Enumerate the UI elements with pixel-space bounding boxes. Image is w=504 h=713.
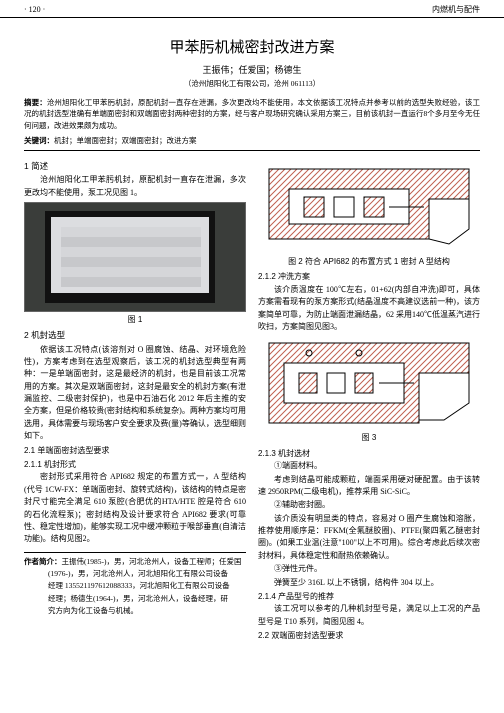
section-2-2: 2.2 双端面密封选型要求 bbox=[258, 630, 480, 642]
section-1: 1 简述 bbox=[24, 160, 246, 173]
authors: 王振伟；任爱国；杨德生 bbox=[24, 63, 480, 76]
author-box-label: 作者简介： bbox=[24, 557, 62, 566]
author-box: 作者简介：王振伟(1985-)，男，河北沧州人，设备工程师；任爱国 (1976-… bbox=[24, 552, 246, 616]
para: 弹簧至少 316L 以上不锈钢，结构件 304 以上。 bbox=[258, 577, 480, 589]
page-content: 甲苯肟机械密封改进方案 王振伟；任爱国；杨德生 （沧州旭阳化工有限公司，沧州 0… bbox=[0, 18, 504, 643]
figure-1 bbox=[24, 202, 246, 312]
para: 考虑到结晶可能成颗粒，端面采用硬对硬配置。由于该转速 2950RPM(二级电机)… bbox=[258, 474, 480, 499]
left-column: 1 简述 沧州旭阳化工甲苯肟机封，原配机封一直存在泄漏，多次更改均不能使用，泵工… bbox=[24, 157, 246, 643]
figure-3-caption: 图 3 bbox=[258, 432, 480, 444]
section-2-1-3: 2.1.3 机封选材 bbox=[258, 448, 480, 460]
abstract-label: 摘要： bbox=[24, 98, 47, 107]
section-2-1-1: 2.1.1 机封形式 bbox=[24, 459, 246, 471]
keywords-text: 机封；单端面密封；双端面密封；改进方案 bbox=[54, 136, 197, 145]
section-2-1: 2.1 单端面密封选型要求 bbox=[24, 445, 246, 457]
author-line: 究方向为化工设备与机械。 bbox=[24, 605, 246, 616]
abstract-text: 沧州旭阳化工甲苯肟机封，原配机封一直存在泄漏，多次更改均不能使用，本文依据该工况… bbox=[24, 98, 480, 130]
para: ①端面材料。 bbox=[258, 460, 480, 472]
page-header: · 120 · 内燃机与配件 bbox=[0, 0, 504, 18]
right-column: 图 2 符合 API682 的布置方式 1 密封 A 型结构 2.1.2 冲洗方… bbox=[258, 157, 480, 643]
section-2-1-4: 2.1.4 产品型号的推荐 bbox=[258, 591, 480, 603]
figure-1-caption: 图 1 bbox=[24, 314, 246, 326]
para: ②辅助密封圈。 bbox=[258, 499, 480, 511]
abstract: 摘要：沧州旭阳化工甲苯肟机封，原配机封一直存在泄漏，多次更改均不能使用，本文依据… bbox=[24, 97, 480, 131]
keywords: 关键词：机封；单端面密封；双端面密封；改进方案 bbox=[24, 135, 480, 146]
author-line: 经理 135521197612088333，河北旭阳化工有限公司设备 bbox=[24, 580, 246, 591]
figure-2 bbox=[258, 159, 480, 254]
author-line: (1976-)，男，河北沧州人，河北旭阳化工有限公司设备 bbox=[24, 568, 246, 579]
figure-3 bbox=[258, 335, 480, 430]
seal-diagram-icon bbox=[258, 335, 480, 430]
section-2: 2 机封选型 bbox=[24, 329, 246, 342]
author-line: 王振伟(1985-)，男，河北沧州人，设备工程师；任爱国 bbox=[62, 557, 242, 566]
page-number: · 120 · bbox=[24, 5, 45, 14]
author-line: 经理；杨德生(1964-)，男，河北沧州人，设备经理，研 bbox=[24, 593, 246, 604]
journal-name: 内燃机与配件 bbox=[432, 4, 480, 15]
divider bbox=[24, 150, 480, 151]
para: 沧州旭阳化工甲苯肟机封，原配机封一直存在泄漏，多次更改均不能使用，泵工况见图 1… bbox=[24, 174, 246, 199]
para: 该介质没有明显类的特点，容易对 O 圈产生腐蚀和溶胀，推荐使用顺序是：FFKM(… bbox=[258, 513, 480, 563]
figure-2-caption: 图 2 符合 API682 的布置方式 1 密封 A 型结构 bbox=[258, 256, 480, 268]
para: 密封形式采用符合 API682 规定的布置方式一，A 型结构(代号 1CW-FX… bbox=[24, 471, 246, 545]
keywords-label: 关键词： bbox=[24, 136, 54, 145]
para: ③弹性元件。 bbox=[258, 563, 480, 575]
para: 该介质温度在 100℃左右，01+62(内部自冲洗)即可，具体方案需看现有的泵方… bbox=[258, 284, 480, 334]
monitor-icon bbox=[45, 211, 215, 303]
columns: 1 简述 沧州旭阳化工甲苯肟机封，原配机封一直存在泄漏，多次更改均不能使用，泵工… bbox=[24, 157, 480, 643]
seal-diagram-icon bbox=[258, 159, 480, 254]
article-title: 甲苯肟机械密封改进方案 bbox=[24, 36, 480, 57]
affiliation: （沧州旭阳化工有限公司，沧州 061113） bbox=[24, 78, 480, 89]
para: 该工况可以参考的几种机封型号是，满足以上工况的产品型号是 T10 系列，简图见图… bbox=[258, 603, 480, 628]
section-2-1-2: 2.1.2 冲洗方案 bbox=[258, 271, 480, 283]
para: 依据该工况特点(该溶剂对 O 圈腐蚀、结晶、对环境危险性)，方案考虑到在选型观察… bbox=[24, 344, 246, 443]
